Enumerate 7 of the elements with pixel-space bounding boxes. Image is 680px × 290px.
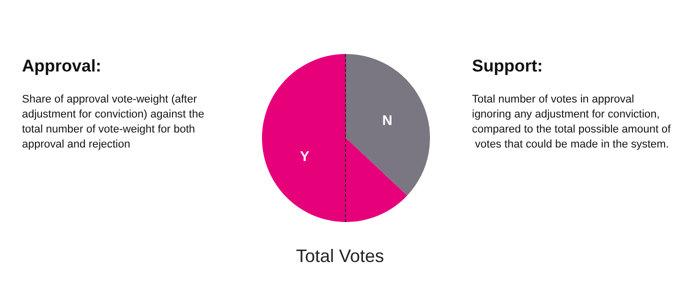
slice-label: Y: [300, 148, 310, 164]
text: Total Votes: [296, 246, 384, 266]
text: Approval:: [22, 56, 102, 76]
slice-label: N: [382, 112, 392, 128]
text: Support:: [472, 56, 543, 76]
text: Share of approval vote-weight (after adjustment for conviction) against the total number of vote-weight for both approval and rejection: [22, 94, 208, 150]
text: Total number of votes in approval ignoring any adjustment for conviction, compared to the total possible amount of votes that could be made in the system.: [472, 94, 672, 150]
